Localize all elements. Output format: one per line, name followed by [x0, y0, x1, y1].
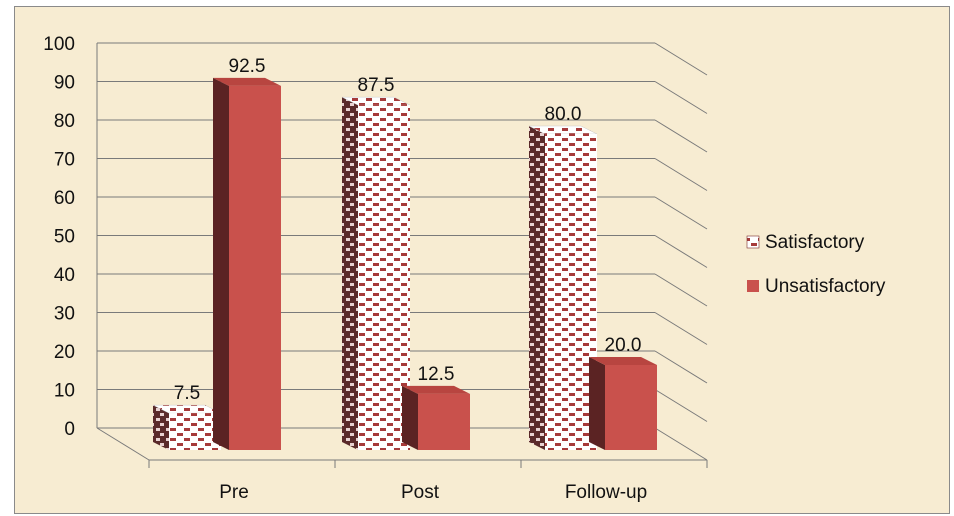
legend: Satisfactory Unsatisfactory [746, 232, 886, 297]
legend-swatch [746, 235, 760, 249]
axes: 0 10 20 30 40 50 60 70 80 90 100 Pre Post Follow-up [43, 34, 708, 503]
gridline-depth [654, 42, 708, 76]
gridline-depth [654, 81, 708, 114]
bar-side [589, 357, 605, 450]
gridline-depth [654, 119, 708, 153]
bar-top [402, 385, 470, 394]
y-tick-label: 80 [54, 111, 75, 132]
legend-swatch [747, 280, 759, 292]
bar-side [402, 385, 418, 450]
labels: 7.5 87.5 80.0 92.5 12.5 20.0 [174, 56, 642, 404]
gridline-depth [654, 158, 708, 191]
gridline-depth [654, 312, 708, 345]
bar-unsatisfactory [605, 365, 657, 450]
floor-left-edge [96, 427, 150, 461]
bar-satisfactory [545, 134, 597, 450]
y-tick-label: 90 [54, 73, 75, 94]
bars [152, 77, 657, 450]
y-tick-label: 40 [54, 265, 75, 286]
data-label: 80.0 [545, 104, 582, 125]
chart-area: 0 10 20 30 40 50 60 70 80 90 100 Pre Post Follow-up 7… [14, 6, 950, 514]
gridline-depth [654, 389, 708, 422]
bar-side [153, 405, 169, 450]
bar-top [589, 357, 657, 365]
data-label: 20.0 [605, 335, 642, 356]
bar-satisfactory [169, 413, 221, 450]
y-tick-label: 20 [54, 342, 75, 363]
bar-top [213, 77, 281, 86]
y-tick-label: 0 [64, 419, 75, 440]
data-label: 87.5 [358, 75, 395, 96]
bar-chart: 0 10 20 30 40 50 60 70 80 90 100 Pre Post Follow-up 7… [43, 34, 886, 503]
bar-side [529, 126, 545, 450]
data-label: 92.5 [229, 56, 266, 77]
y-tick-label: 30 [54, 304, 75, 325]
y-tick-label: 50 [54, 227, 75, 248]
bar-unsatisfactory [229, 85, 281, 450]
y-tick-label: 60 [54, 188, 75, 209]
y-tick-label: 10 [54, 381, 75, 402]
data-label: 12.5 [418, 364, 455, 385]
y-tick-label: 100 [43, 34, 75, 55]
bar-satisfactory [358, 105, 410, 450]
gridline-depth [654, 350, 708, 384]
legend-label: Unsatisfactory [765, 276, 886, 297]
gridline-depth [654, 273, 708, 307]
bar-side [342, 97, 358, 450]
x-tick-label: Follow-up [565, 482, 647, 503]
gridline-depth [654, 235, 708, 268]
gridline-depth [654, 196, 708, 230]
x-tick-label: Pre [219, 482, 249, 503]
bar-side [213, 77, 229, 450]
data-label: 7.5 [174, 383, 200, 404]
x-tick-label: Post [401, 482, 440, 503]
legend-label: Satisfactory [765, 232, 865, 253]
gridline-depth [654, 427, 708, 461]
bar-unsatisfactory [418, 393, 470, 450]
y-tick-label: 70 [54, 150, 75, 171]
